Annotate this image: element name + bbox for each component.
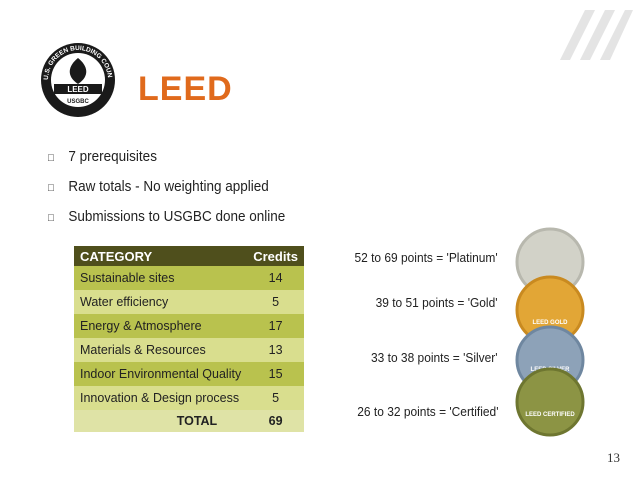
cell: Water efficiency (74, 290, 248, 314)
corner-decoration (560, 10, 633, 60)
cell: Sustainable sites (74, 266, 248, 290)
slide-title: LEED (138, 70, 233, 108)
bullet: 7 prerequisites (48, 148, 157, 165)
level-text: 26 to 32 points = 'Certified' (356, 404, 498, 419)
cell: Indoor Environmental Quality (74, 362, 248, 386)
medals: LEED GOLD LEED SILVER LEED CERTIFIED (515, 227, 585, 437)
level-text: 52 to 69 points = 'Platinum' (354, 250, 498, 265)
total-value: 69 (247, 410, 304, 432)
logo-org: USGBC (67, 99, 89, 105)
logo-name: LEED (67, 85, 89, 94)
cell: 5 (247, 386, 304, 410)
credits-table: CATEGORY Credits Sustainable sites 14 Wate… (74, 246, 304, 432)
cell: 15 (247, 362, 304, 386)
cell: 5 (247, 290, 304, 314)
medal-label: LEED CERTIFIED (525, 412, 575, 418)
level-text: 39 to 51 points = 'Gold' (376, 295, 498, 310)
cell: 13 (247, 338, 304, 362)
cell: 17 (247, 314, 304, 338)
usgbc-logo: U.S. GREEN BUILDING COUNCIL LEED USGBC (38, 40, 115, 117)
cell: Energy & Atmosphere (74, 314, 248, 338)
column-header: CATEGORY (74, 246, 248, 266)
cell: Materials & Resources (74, 338, 248, 362)
column-header: Credits (247, 246, 304, 266)
cell: Innovation & Design process (74, 386, 248, 410)
bullet: Raw totals - No weighting applied (48, 178, 268, 195)
medal-label: LEED GOLD (532, 320, 568, 326)
total-label: TOTAL (74, 410, 248, 432)
page-number: 13 (607, 450, 620, 465)
level-text: 33 to 38 points = 'Silver' (371, 350, 498, 365)
bullet: Submissions to USGBC done online (48, 208, 285, 225)
cell: 14 (247, 266, 304, 290)
